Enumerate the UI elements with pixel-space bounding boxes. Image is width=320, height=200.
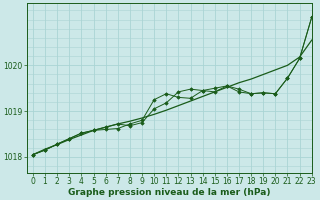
- X-axis label: Graphe pression niveau de la mer (hPa): Graphe pression niveau de la mer (hPa): [68, 188, 270, 197]
